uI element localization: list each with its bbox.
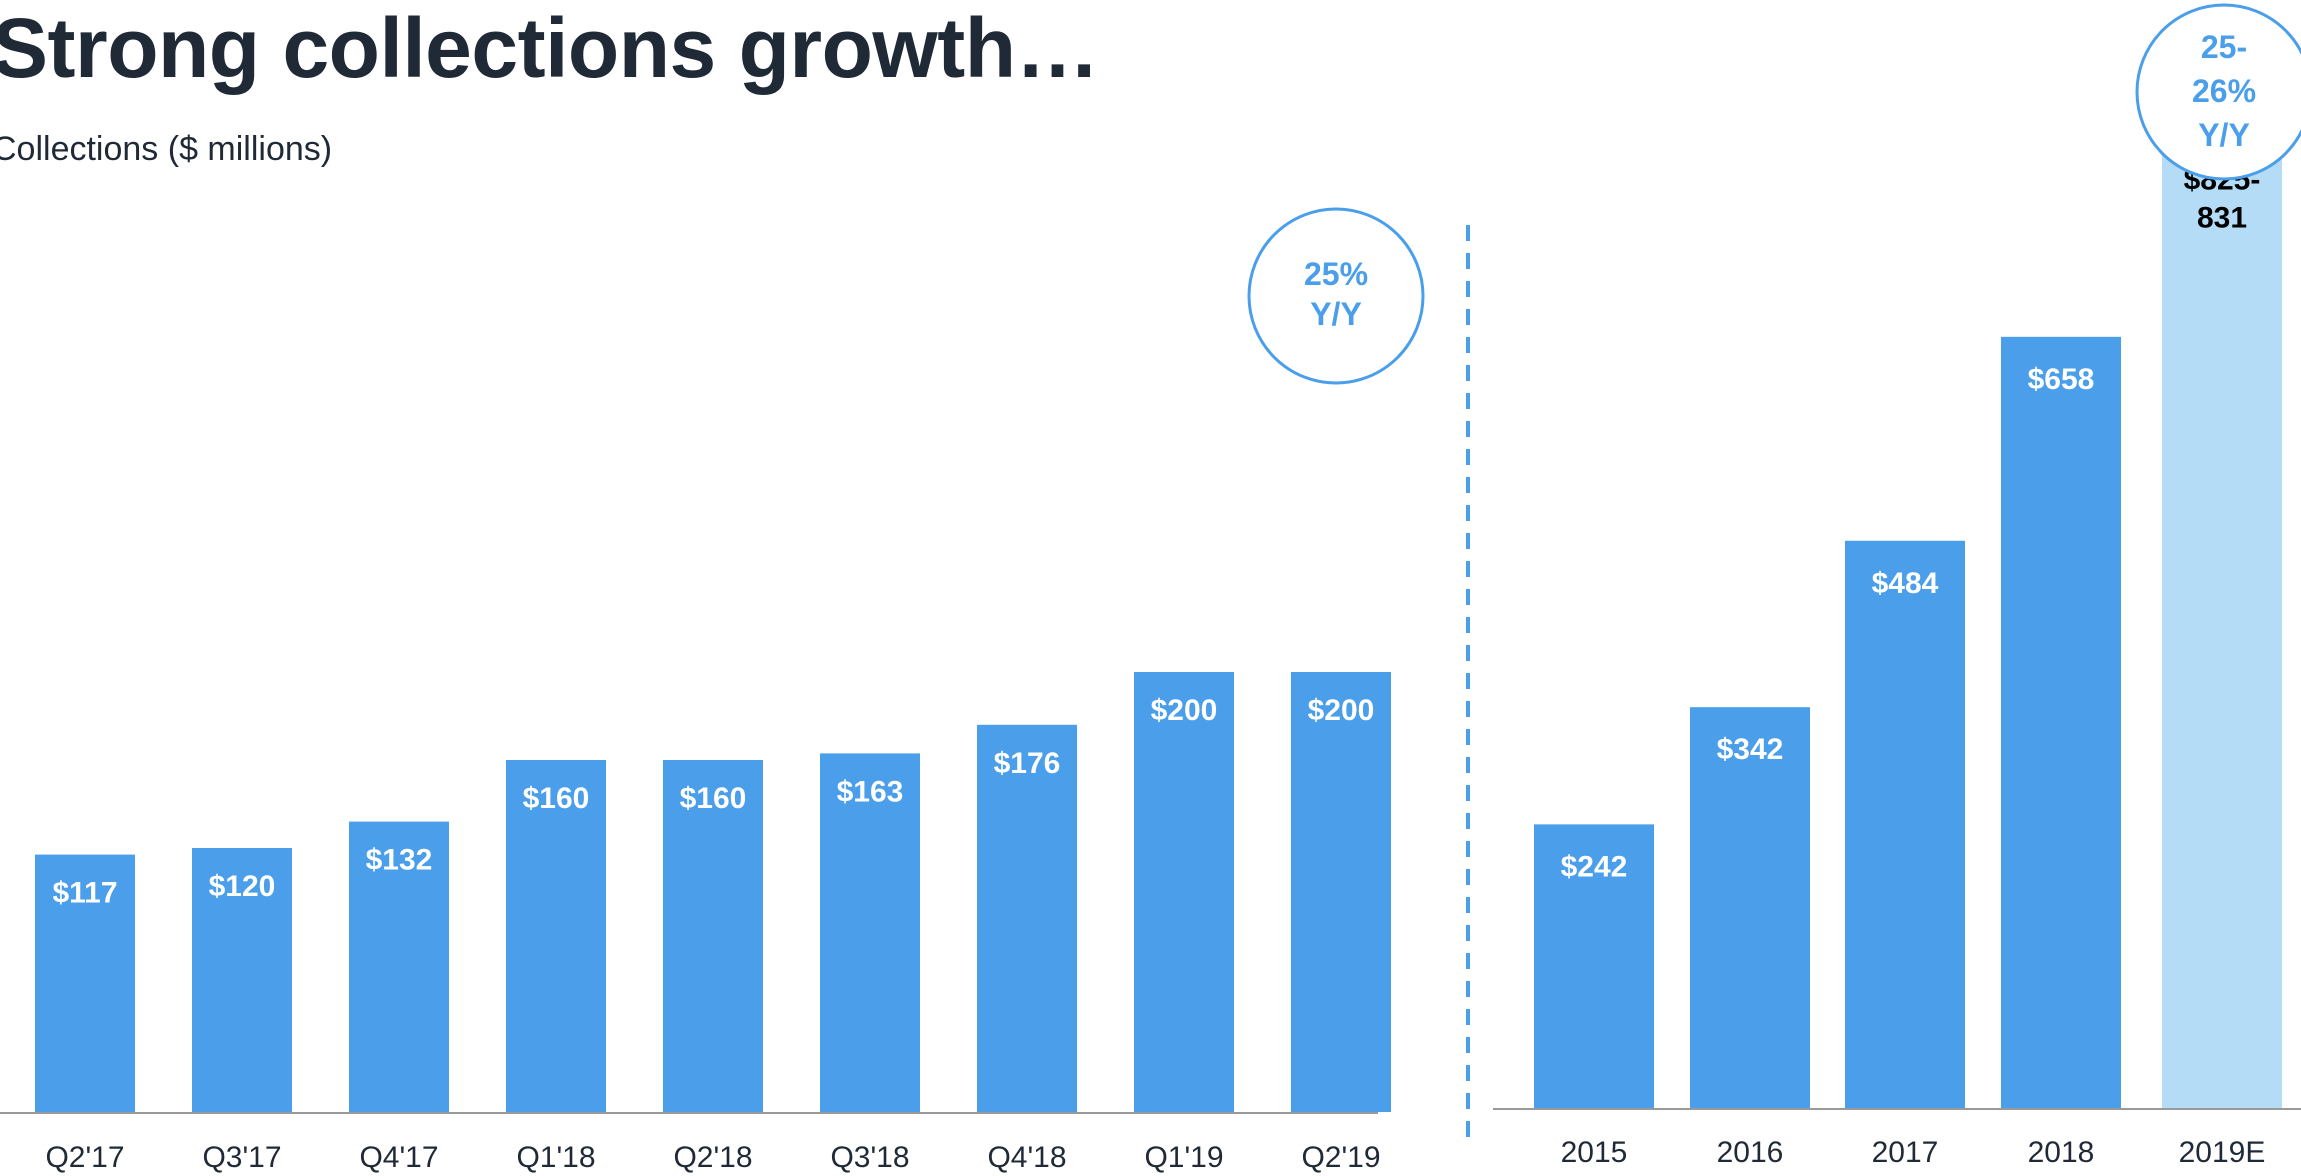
bar-Q1'18 — [506, 760, 606, 1112]
bar-Q3'18 — [820, 753, 920, 1112]
yoy-bubble-text: Y/Y — [2198, 117, 2250, 153]
x-tick-label: 2016 — [1717, 1136, 1784, 1169]
bar-Q1'19 — [1134, 672, 1234, 1112]
bar-Q3'17 — [192, 848, 292, 1112]
bar-value-label: 831 — [2197, 202, 2247, 235]
bar-value-label: $342 — [1717, 733, 1784, 766]
bar-Q4'18 — [977, 724, 1077, 1112]
bar-value-label: $200 — [1308, 694, 1375, 727]
bar-value-label: $242 — [1561, 850, 1628, 883]
bar-Q2'19 — [1291, 672, 1391, 1112]
bar-Q2'17 — [35, 854, 135, 1112]
bar-value-label: $117 — [52, 877, 117, 910]
yoy-bubble-text: 25- — [2201, 29, 2247, 65]
x-tick-label: 2015 — [1561, 1136, 1628, 1169]
bar-value-label: $132 — [366, 844, 433, 877]
yoy-bubble-text: 26% — [2192, 73, 2256, 109]
bar-value-label: $160 — [523, 782, 590, 815]
x-tick-label: 2017 — [1872, 1136, 1939, 1169]
x-tick-label: 2019E — [2179, 1136, 2266, 1169]
bar-Q4'17 — [349, 821, 449, 1112]
bar-value-label: $120 — [209, 870, 276, 903]
x-tick-label: Q3'18 — [830, 1141, 909, 1174]
x-tick-label: Q1'18 — [516, 1141, 595, 1174]
bar-2016 — [1690, 707, 1810, 1108]
yoy-bubble — [1247, 207, 1425, 385]
x-tick-label: Q2'19 — [1301, 1141, 1380, 1174]
bar-value-label: $484 — [1872, 567, 1939, 600]
bar-value-label: $658 — [2028, 363, 2095, 396]
page-title: Strong collections growth… — [0, 1, 1100, 95]
x-tick-label: Q2'18 — [673, 1141, 752, 1174]
bar-Q2'18 — [663, 760, 763, 1112]
yoy-bubble — [2135, 3, 2301, 181]
x-tick-label: Q2'17 — [45, 1141, 124, 1174]
bar-value-label: $200 — [1151, 694, 1218, 727]
bar-2015 — [1534, 824, 1654, 1108]
x-tick-label: Q3'17 — [202, 1141, 281, 1174]
bar-value-label: $163 — [837, 775, 904, 808]
bar-value-label: $176 — [994, 747, 1061, 780]
bar-value-label: $160 — [680, 782, 747, 815]
bar-2018 — [2001, 336, 2121, 1109]
x-tick-label: Q1'19 — [1144, 1141, 1223, 1174]
x-tick-label: Q4'17 — [359, 1141, 438, 1174]
yoy-bubble-text: Y/Y — [1310, 296, 1362, 332]
x-tick-label: 2018 — [2028, 1136, 2095, 1169]
bar-2019E — [2162, 137, 2282, 1109]
bar-2017 — [1845, 540, 1965, 1108]
x-tick-label: Q4'18 — [987, 1141, 1066, 1174]
yoy-bubble-text: 25% — [1304, 256, 1368, 292]
chart-subtitle: Collections ($ millions) — [0, 130, 333, 168]
